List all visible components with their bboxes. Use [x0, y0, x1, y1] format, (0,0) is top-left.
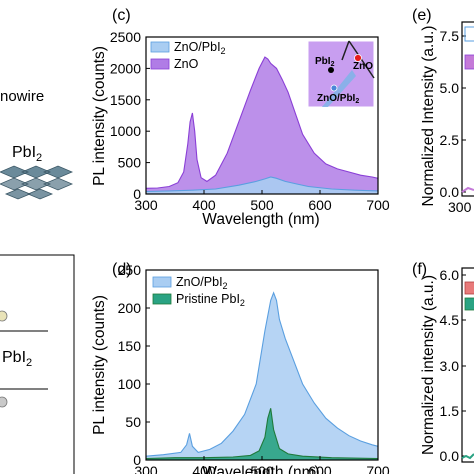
panel-c-inset-micrograph: PbI2 ZnO ZnO/PbI2 — [307, 40, 375, 108]
e-ytick-2.5: 2.5 — [440, 132, 460, 148]
panel-e: (e) Normalized Intensity (a.u.) 7.5 5.0 2.… — [412, 7, 474, 215]
legend-swatch-znopbi2-d — [152, 276, 172, 288]
panel-d-ticks: 300 400 500 600 700 0 50 100 150 200 250 — [118, 262, 390, 474]
panel-d-xtick-400: 400 — [192, 463, 216, 474]
panel-c-ytick-2500: 2500 — [110, 29, 141, 45]
panel-d-label: (d) — [112, 261, 132, 278]
panel-e-legend-swatch-2 — [464, 54, 474, 70]
legend-label-zno: ZnO — [174, 57, 199, 71]
inset-znopbi2-dot — [330, 84, 338, 92]
panel-e-xtick-300: 300 — [448, 199, 472, 215]
panel-d-series-zno-pbi2-line — [145, 291, 379, 457]
legend-label-znopbi2-d: ZnO/PbI2 — [176, 275, 228, 291]
panel-c-ylabel: PL intensity (counts) — [91, 46, 108, 186]
panel-d-ytick-150: 150 — [118, 338, 142, 354]
pbi2-top-label: PbI2 — [12, 144, 42, 164]
panel-f-ylabel: Normalized intensity (a.u.) — [420, 275, 437, 455]
left-sphere-bottom — [0, 396, 8, 408]
legend-swatch-znopbi2 — [150, 41, 170, 53]
panel-c-ytick-500: 500 — [118, 155, 142, 171]
left-panel-frame — [0, 254, 75, 474]
panel-d-ytick-200: 200 — [118, 300, 142, 316]
panel-e-series-fragment — [461, 186, 474, 193]
panel-c-legend: ZnO/PbI2 ZnO — [150, 40, 226, 71]
panel-e-label: (e) — [412, 7, 432, 24]
panel-e-ticks: 7.5 5.0 2.5 0.0 — [440, 28, 466, 200]
f-ytick-0.0: 0.0 — [440, 448, 460, 464]
panel-e-frame — [461, 21, 474, 197]
legend-swatch-pristine — [152, 293, 172, 305]
panel-c-ytick-2000: 2000 — [110, 60, 141, 76]
inset-znopbi2-label: ZnO/PbI2 — [317, 93, 359, 105]
panel-d-ytick-50: 50 — [125, 414, 141, 430]
panel-c-ytick-1000: 1000 — [110, 123, 141, 139]
panel-c-xtick-700: 700 — [366, 197, 390, 213]
legend-swatch-zno — [150, 58, 170, 70]
legend-label-pristine: Pristine PbI2 — [176, 292, 245, 308]
panel-d-series-zno-pbi2-area — [146, 292, 378, 460]
panel-c-ytick-0: 0 — [133, 186, 141, 202]
panel-d-xtick-700: 700 — [366, 463, 390, 474]
panel-d: (d) 300 400 500 600 700 0 50 100 150 200 250 Wavel… — [91, 261, 390, 474]
f-ytick-6.0: 6.0 — [440, 267, 460, 283]
panel-c-series-zno-pbi2-line — [145, 176, 379, 193]
panel-c-xtick-400: 400 — [192, 197, 216, 213]
panel-f-label: (f) — [412, 261, 427, 278]
panel-c-xtick-600: 600 — [308, 197, 332, 213]
panel-d-xtick-600: 600 — [308, 463, 332, 474]
pbi2-crystal-layers-illustration — [0, 165, 74, 200]
panel-c-xtick-500: 500 — [250, 197, 274, 213]
panel-c-label: (c) — [112, 7, 131, 24]
panel-c-xtick-300: 300 — [134, 197, 158, 213]
panel-d-xtick-300: 300 — [134, 463, 158, 474]
panel-c-ticks: 300 400 500 600 700 0 500 1000 1500 2000 2500 — [110, 29, 390, 213]
f-ytick-3.0: 3.0 — [440, 358, 460, 374]
f-ytick-1.5: 1.5 — [440, 403, 460, 419]
panel-e-legend-swatch-1 — [464, 26, 474, 42]
panel-c: (c) 300 400 500 600 70005001000150020002500 … — [91, 7, 390, 228]
panel-d-series-pristine-pbi2-line — [145, 408, 379, 460]
panel-f: (f) Normalized intensity (a.u.) 6.0 4.5 3.… — [412, 261, 474, 464]
panel-c-series-zno-area — [146, 57, 378, 194]
panel-e-ylabel: Normalized Intensity (a.u.) — [420, 26, 437, 207]
panel-d-xlabel: Wavelength (nm) — [202, 464, 319, 474]
inset-zno-dot — [354, 54, 362, 62]
panel-d-legend: ZnO/PbI2 Pristine PbI2 — [152, 275, 245, 308]
e-ytick-0.0: 0.0 — [440, 184, 460, 200]
inset-pbi2-dot — [328, 67, 334, 73]
e-ytick-7.5: 7.5 — [440, 28, 460, 44]
f-ytick-4.5: 4.5 — [440, 312, 460, 328]
nanowire-label: nowire — [0, 88, 44, 105]
panel-c-xlabel: Wavelength (nm) — [202, 211, 319, 228]
inset-pbi2-label: PbI2 — [315, 56, 335, 68]
panel-f-ticks: 6.0 4.5 3.0 1.5 0.0 — [440, 267, 466, 464]
panel-f-frame — [461, 267, 474, 463]
panel-d-ytick-0: 0 — [133, 452, 141, 468]
left-sphere-top — [0, 310, 8, 322]
panel-c-ytick-1500: 1500 — [110, 92, 141, 108]
panel-d-ytick-100: 100 — [118, 376, 142, 392]
panel-d-ytick-250: 250 — [118, 262, 142, 278]
panel-d-ylabel: PL intensity (counts) — [91, 295, 108, 435]
panel-d-plot-area — [145, 291, 379, 460]
panel-f-series-fragment — [461, 453, 474, 460]
left-fragments: nowire PbI2 PbI2 — [0, 88, 75, 474]
inset-background — [307, 40, 375, 108]
e-ytick-5.0: 5.0 — [440, 80, 460, 96]
pbi2-bottom-label: PbI2 — [2, 349, 32, 369]
panel-f-legend-swatch-2 — [464, 297, 474, 311]
panel-c-plot-area — [145, 56, 379, 194]
inset-zno-label: ZnO — [353, 61, 373, 72]
panel-c-series-zno-line — [145, 56, 379, 189]
inset-nanowire — [322, 70, 356, 107]
legend-label-znopbi2: ZnO/PbI2 — [174, 40, 226, 56]
panel-f-legend-swatch-1 — [464, 281, 474, 295]
panel-d-xtick-500: 500 — [250, 463, 274, 474]
panel-d-series-pristine-pbi2-area — [146, 408, 378, 460]
